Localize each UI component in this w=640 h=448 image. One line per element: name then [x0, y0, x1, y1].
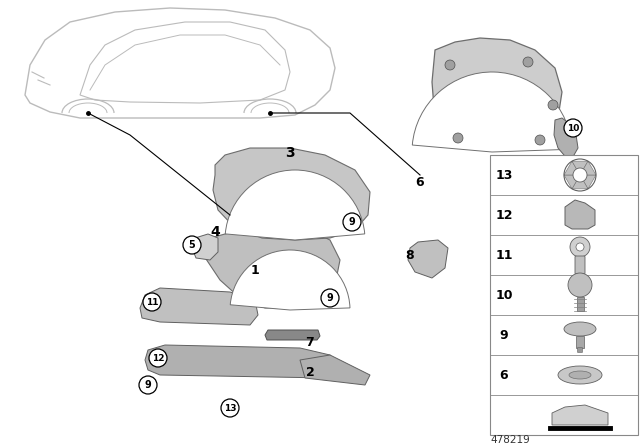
FancyBboxPatch shape	[490, 155, 638, 435]
Circle shape	[143, 293, 161, 311]
Polygon shape	[408, 240, 448, 278]
Circle shape	[139, 376, 157, 394]
Text: 12: 12	[495, 208, 513, 221]
Ellipse shape	[564, 322, 596, 336]
Text: 9: 9	[349, 217, 355, 227]
Ellipse shape	[569, 371, 591, 379]
Circle shape	[221, 399, 239, 417]
Polygon shape	[572, 161, 588, 175]
Text: 8: 8	[406, 249, 414, 262]
Circle shape	[570, 237, 590, 257]
Circle shape	[321, 289, 339, 307]
Circle shape	[445, 60, 455, 70]
Polygon shape	[564, 175, 580, 189]
Text: 13: 13	[495, 168, 513, 181]
Circle shape	[564, 119, 582, 137]
Polygon shape	[580, 161, 596, 175]
Polygon shape	[140, 288, 258, 325]
FancyBboxPatch shape	[577, 348, 582, 353]
Polygon shape	[572, 175, 588, 189]
Text: 13: 13	[224, 404, 236, 413]
Text: 7: 7	[306, 336, 314, 349]
Wedge shape	[225, 170, 365, 240]
Text: 10: 10	[567, 124, 579, 133]
Wedge shape	[230, 250, 350, 310]
Text: 2: 2	[306, 366, 314, 379]
Text: 11: 11	[495, 249, 513, 262]
Circle shape	[523, 57, 533, 67]
Circle shape	[576, 243, 584, 251]
Polygon shape	[192, 234, 218, 260]
Circle shape	[548, 100, 558, 110]
Circle shape	[183, 236, 201, 254]
Polygon shape	[200, 228, 340, 308]
Ellipse shape	[558, 366, 602, 384]
Polygon shape	[145, 345, 335, 378]
FancyBboxPatch shape	[577, 297, 584, 311]
Text: 6: 6	[416, 176, 424, 189]
Circle shape	[573, 168, 587, 182]
Text: 9: 9	[145, 380, 152, 390]
Text: 11: 11	[146, 297, 158, 306]
FancyBboxPatch shape	[575, 256, 585, 274]
Polygon shape	[265, 330, 320, 340]
Circle shape	[343, 213, 361, 231]
Polygon shape	[432, 38, 562, 150]
Text: 9: 9	[326, 293, 333, 303]
Wedge shape	[412, 72, 572, 152]
Circle shape	[453, 133, 463, 143]
Polygon shape	[554, 118, 578, 162]
FancyBboxPatch shape	[576, 336, 584, 348]
Circle shape	[149, 349, 167, 367]
Polygon shape	[552, 405, 608, 425]
Polygon shape	[565, 200, 595, 229]
Text: 4: 4	[210, 225, 220, 239]
Text: 9: 9	[500, 328, 508, 341]
Text: 6: 6	[500, 369, 508, 382]
Text: 3: 3	[285, 146, 295, 160]
Polygon shape	[580, 175, 596, 189]
Polygon shape	[300, 355, 370, 385]
Text: 12: 12	[152, 353, 164, 362]
Polygon shape	[213, 148, 370, 240]
Polygon shape	[564, 161, 580, 175]
Text: 478219: 478219	[490, 435, 530, 445]
Text: 10: 10	[495, 289, 513, 302]
Circle shape	[535, 135, 545, 145]
Text: 1: 1	[251, 263, 259, 276]
Text: 5: 5	[189, 240, 195, 250]
Circle shape	[568, 273, 592, 297]
